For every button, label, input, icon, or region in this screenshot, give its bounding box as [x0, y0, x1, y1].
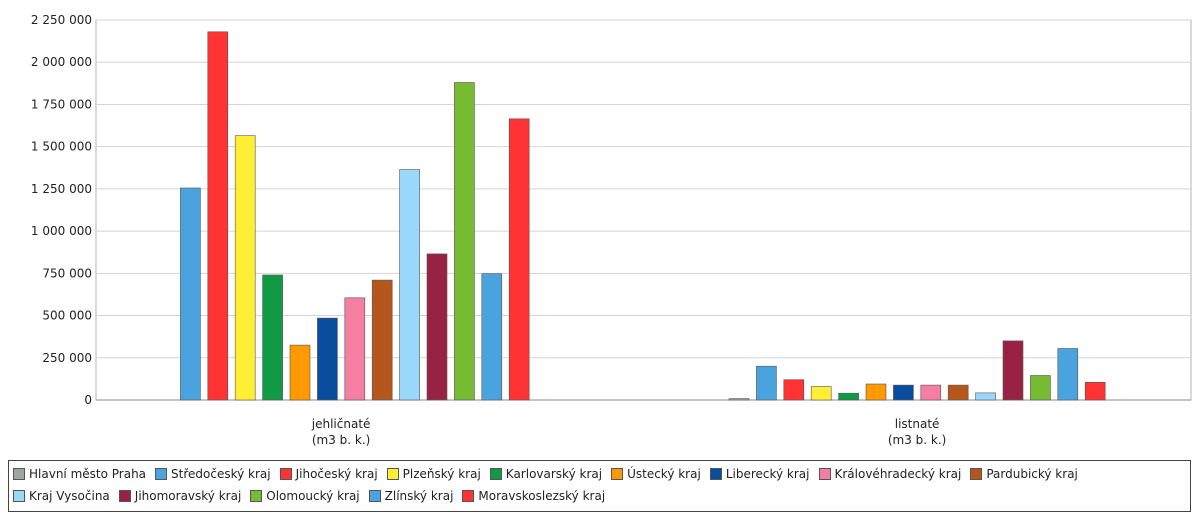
x-category-label: jehličnaté: [311, 417, 371, 431]
legend-swatch: [709, 468, 722, 480]
gridlines: [95, 19, 1192, 401]
legend-label: Jihomoravský kraj: [134, 489, 242, 503]
legend-label: Jihočeský kraj: [295, 467, 378, 481]
legend-item: Zlínský kraj: [368, 485, 454, 507]
legend-item: Karlovarský kraj: [489, 463, 603, 485]
bar: [399, 169, 420, 401]
bar: [481, 273, 503, 401]
legend-swatch: [611, 468, 624, 480]
bar: [1057, 348, 1079, 401]
y-tick-label: 1 500 000: [31, 140, 92, 154]
x-category-unit-label: (m3 b. k.): [888, 433, 947, 447]
bar: [426, 253, 448, 401]
bar: [180, 187, 201, 401]
legend-swatch: [818, 468, 831, 480]
legend-label: Plzeňský kraj: [402, 467, 481, 481]
legend-item: Liberecký kraj: [709, 463, 810, 485]
x-category-unit-label: (m3 b. k.): [312, 433, 371, 447]
bar: [865, 383, 887, 401]
legend-swatch: [118, 490, 131, 502]
y-tick-label: 1 250 000: [31, 182, 92, 196]
legend-item: Kraj Vysočina: [13, 485, 110, 507]
legend-label: Ústecký kraj: [627, 467, 701, 481]
legend-item: Ústecký kraj: [611, 463, 701, 485]
legend-label: Hlavní město Praha: [29, 467, 147, 481]
bar: [975, 392, 996, 401]
bar: [838, 392, 859, 401]
bar: [1002, 340, 1024, 401]
bar: [783, 379, 805, 401]
x-axis-labels: jehličnaté (m3 b. k.) listnaté (m3 b. k.): [311, 417, 947, 447]
y-tick-label: 250 000: [42, 351, 92, 365]
bar: [371, 279, 393, 401]
legend-swatch: [13, 468, 25, 480]
legend-label: Kraj Vysočina: [29, 489, 110, 503]
legend-item: Plzeňský kraj: [386, 463, 481, 485]
bar: [947, 384, 969, 401]
bar: [454, 82, 475, 401]
bar-chart-plot: 0 250 000 500 000 750 000 1 000 000 1 250 000…: [31, 13, 1192, 447]
legend-swatch: [489, 468, 502, 480]
bar: [920, 384, 942, 401]
legend-item: Královéhradecký kraj: [818, 463, 962, 485]
legend-item: Jihočeský kraj: [279, 463, 378, 485]
legend-swatch: [250, 490, 263, 502]
legend-swatch: [462, 490, 475, 502]
legend: Hlavní město Praha Středočeský kraj Jihoče…: [8, 460, 1191, 512]
legend-item: Středočeský kraj: [155, 463, 271, 485]
bar: [728, 398, 750, 401]
legend-swatch: [13, 490, 25, 502]
y-tick-label: 0: [84, 393, 92, 407]
plot-frame: [95, 19, 1192, 401]
bar: [756, 365, 777, 401]
bar: [234, 135, 256, 401]
bar: [508, 118, 530, 401]
bar: [344, 297, 366, 401]
legend-swatch: [970, 468, 983, 480]
legend-label: Pardubický kraj: [986, 467, 1078, 481]
bar: [289, 344, 311, 401]
legend-item: Olomoucký kraj: [250, 485, 360, 507]
bar: [317, 317, 338, 401]
legend-swatch: [155, 468, 168, 480]
bar: [810, 386, 832, 401]
bar: [207, 31, 229, 401]
legend-label: Zlínský kraj: [384, 489, 454, 503]
legend-item: Moravskoslezský kraj: [462, 485, 605, 507]
bar: [262, 274, 283, 401]
legend-label: Karlovarský kraj: [505, 467, 603, 481]
legend-label: Královéhradecký kraj: [834, 467, 962, 481]
y-axis-ticks: 0 250 000 500 000 750 000 1 000 000 1 250 000…: [31, 13, 92, 407]
y-tick-label: 2 250 000: [31, 13, 92, 27]
x-category-label: listnaté: [895, 417, 940, 431]
legend-swatch: [386, 468, 399, 480]
y-tick-label: 500 000: [42, 309, 92, 323]
y-tick-label: 2 000 000: [31, 55, 92, 69]
bar: [1030, 375, 1051, 401]
bar: [1084, 381, 1106, 401]
y-tick-label: 1 000 000: [31, 224, 92, 238]
legend-label: Moravskoslezský kraj: [478, 489, 606, 503]
bars: [180, 31, 1106, 401]
bar: [893, 384, 914, 401]
legend-label: Liberecký kraj: [725, 467, 810, 481]
legend-item: Pardubický kraj: [970, 463, 1078, 485]
legend-item: Hlavní město Praha: [13, 463, 146, 485]
y-tick-label: 750 000: [42, 266, 92, 280]
legend-label: Středočeský kraj: [171, 467, 271, 481]
legend-swatch: [368, 490, 381, 502]
legend-label: Olomoucký kraj: [266, 489, 360, 503]
y-tick-label: 1 750 000: [31, 97, 92, 111]
legend-swatch: [279, 468, 292, 480]
legend-item: Jihomoravský kraj: [118, 485, 242, 507]
